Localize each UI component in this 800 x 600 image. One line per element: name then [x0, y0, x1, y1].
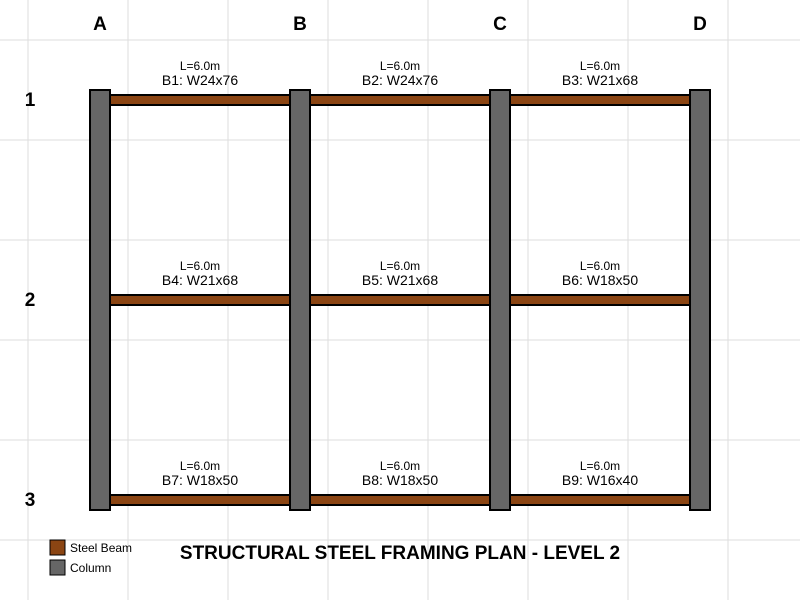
column-d	[689, 89, 711, 511]
grid-label-3: 3	[25, 490, 36, 511]
beam-label-b4: B4: W21x68	[162, 272, 238, 288]
beam-b9	[499, 494, 701, 506]
grid-label-d: D	[693, 14, 707, 35]
beam-b2	[299, 94, 501, 106]
grid-label-c: C	[493, 14, 507, 35]
beam-length-b9: L=6.0m	[580, 459, 620, 473]
beam-b4	[99, 294, 301, 306]
legend-steel-beam-swatch	[49, 539, 66, 556]
beam-label-b2: B2: W24x76	[362, 72, 438, 88]
column-c	[489, 89, 511, 511]
legend: Steel Beam Column	[49, 539, 132, 576]
beam-label-b9: B9: W16x40	[562, 472, 638, 488]
beam-length-b1: L=6.0m	[180, 59, 220, 73]
legend-column-swatch	[49, 559, 66, 576]
grid-label-2: 2	[25, 290, 36, 311]
beam-label-b5: B5: W21x68	[362, 272, 438, 288]
beam-length-b7: L=6.0m	[180, 459, 220, 473]
beam-length-b3: L=6.0m	[580, 59, 620, 73]
grid-label-b: B	[293, 14, 307, 35]
beams	[99, 94, 701, 506]
beam-b3	[499, 94, 701, 106]
beam-length-b5: L=6.0m	[380, 259, 420, 273]
beam-b5	[299, 294, 501, 306]
beam-label-b6: B6: W18x50	[562, 272, 638, 288]
beam-b1	[99, 94, 301, 106]
beam-b6	[499, 294, 701, 306]
grid-labels: A B C D 1 2 3	[25, 14, 707, 511]
column-b	[289, 89, 311, 511]
beam-b7	[99, 494, 301, 506]
columns	[89, 89, 711, 511]
beam-label-b7: B7: W18x50	[162, 472, 238, 488]
beam-length-b4: L=6.0m	[180, 259, 220, 273]
beam-length-b8: L=6.0m	[380, 459, 420, 473]
beam-length-b2: L=6.0m	[380, 59, 420, 73]
column-a	[89, 89, 111, 511]
plan-title: STRUCTURAL STEEL FRAMING PLAN - LEVEL 2	[180, 543, 620, 564]
grid-label-a: A	[93, 14, 107, 35]
legend-steel-beam-label: Steel Beam	[70, 541, 132, 555]
beam-length-b6: L=6.0m	[580, 259, 620, 273]
beam-label-b1: B1: W24x76	[162, 72, 238, 88]
beam-b8	[299, 494, 501, 506]
grid-label-1: 1	[25, 90, 36, 111]
beam-label-b3: B3: W21x68	[562, 72, 638, 88]
beam-label-b8: B8: W18x50	[362, 472, 438, 488]
legend-column-label: Column	[70, 561, 111, 575]
